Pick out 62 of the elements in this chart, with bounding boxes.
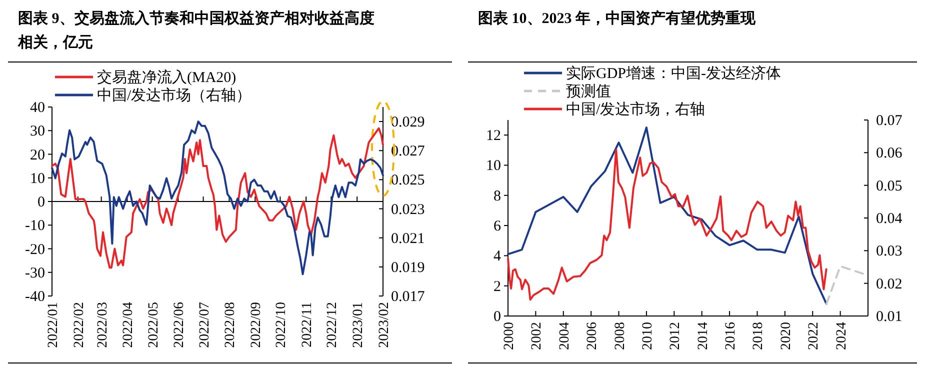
y-tick-label: 20 [30, 147, 45, 164]
y2-tick-label: 0.05 [876, 178, 902, 194]
x-tick-label: 2022/12 [325, 302, 340, 348]
x-tick-label: 2022 [806, 322, 822, 350]
legend-label: 中国/发达市场（右轴） [97, 87, 252, 104]
legend-label: 中国/发达市场，右轴 [566, 101, 706, 118]
y-tick-label: 40 [30, 100, 45, 116]
y-tick-label: 6 [494, 218, 502, 235]
y-tick-label: -10 [25, 218, 45, 234]
x-tick-label: 2022/10 [274, 302, 290, 348]
y2-tick-label: 0.023 [391, 202, 425, 218]
y-tick-label: 30 [30, 124, 45, 140]
x-tick-label: 2022/04 [121, 302, 136, 348]
y-tick-label: 4 [494, 248, 502, 265]
y2-tick-label: 0.07 [876, 113, 903, 129]
y2-tick-label: 0.017 [391, 289, 426, 305]
y-tick-label: -40 [25, 289, 45, 305]
y2-tick-label: 0.04 [876, 211, 903, 227]
legend-label: 预测值 [566, 83, 611, 100]
x-tick-label: 2022/05 [146, 302, 162, 348]
x-tick-label: 2016 [724, 322, 739, 350]
x-tick-label: 2023/02 [377, 302, 392, 348]
chart-title: 图表 10、2023 年，中国资产有望优势重现 [478, 9, 756, 27]
y-tick-label: -20 [25, 242, 45, 258]
x-tick-label: 2022/02 [72, 302, 87, 348]
x-tick-label: 2012 [668, 322, 684, 350]
x-tick-label: 2000 [502, 322, 517, 350]
y2-tick-label: 0.03 [876, 244, 902, 260]
y2-tick-label: 0.021 [391, 230, 425, 247]
y2-tick-label: 0.02 [876, 276, 902, 292]
x-tick-label: 2022/07 [197, 302, 212, 348]
chart-title: 图表 9、交易盘流入节奏和中国权益资产相对收益高度相关，亿元 [17, 9, 374, 51]
y-tick-label: -30 [25, 265, 45, 282]
y-tick-label: 10 [30, 170, 45, 187]
x-tick-label: 2022/11 [300, 302, 316, 348]
y-tick-label: 12 [486, 128, 501, 144]
y-tick-label: 0 [494, 309, 501, 325]
y2-tick-label: 0.06 [876, 146, 903, 162]
x-tick-label: 2022/08 [223, 302, 238, 348]
x-tick-label: 2014 [696, 322, 711, 350]
y-tick-label: 8 [494, 188, 501, 204]
x-tick-label: 2006 [585, 322, 600, 350]
legend-label: 交易盘净流入(MA20) [97, 69, 236, 86]
legend-label: 实际GDP增速：中国-发达经济体 [566, 65, 782, 82]
x-tick-label: 2002 [530, 322, 545, 350]
x-tick-label: 2022/09 [249, 302, 264, 348]
x-tick-label: 2020 [778, 322, 794, 350]
x-tick-label: 2004 [557, 322, 572, 350]
x-tick-label: 2010 [640, 322, 656, 350]
y2-tick-label: 0.01 [876, 309, 902, 325]
x-tick-label: 2022/03 [95, 302, 110, 348]
y-tick-label: 10 [486, 158, 501, 174]
x-tick-label: 2008 [612, 322, 628, 350]
y2-tick-label: 0.019 [391, 260, 425, 276]
x-tick-label: 2024 [834, 322, 850, 350]
y2-tick-label: 0.025 [391, 172, 425, 189]
x-tick-label: 2023/01 [351, 302, 366, 348]
x-tick-label: 2018 [751, 322, 766, 350]
x-tick-label: 2022/01 [46, 302, 61, 348]
y-tick-label: 2 [494, 278, 501, 295]
x-tick-label: 2022/06 [172, 302, 188, 348]
y-tick-label: 0 [38, 194, 45, 210]
